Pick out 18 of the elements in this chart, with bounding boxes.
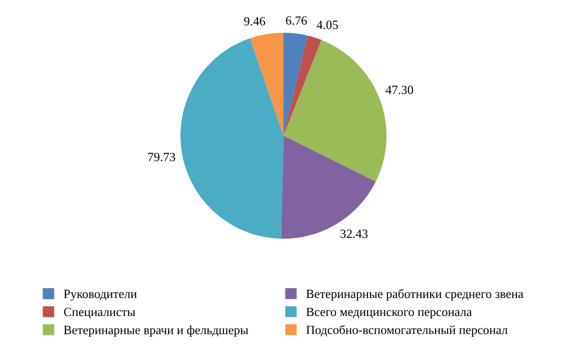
legend-label: Ветеринарные врачи и фельдшеры [64,325,248,337]
pie-slice [284,40,386,182]
data-label: 9.46 [244,17,266,26]
legend-label: Подсобно-вспомогательный персонал [306,325,508,337]
data-label: 6.76 [286,16,307,25]
data-label: 32.43 [340,230,368,238]
data-label: 4.05 [316,20,338,30]
pie-slice [284,32,308,136]
pie-slice [284,36,322,136]
legend-label: Руководители [64,290,137,301]
pie-slice [180,38,284,239]
data-label: 47.30 [386,86,414,94]
pie-slice [250,32,284,136]
legend-label: Специалисты [64,308,136,318]
data-label: 79.73 [148,152,176,162]
legend-label: Всего медицинского персонала [306,308,472,319]
pie-slice [281,136,376,239]
legend-label: Ветеринарные работники среднего звена [306,289,524,301]
